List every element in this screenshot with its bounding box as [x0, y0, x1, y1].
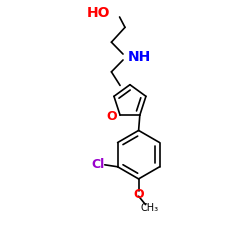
Text: CH₃: CH₃ [140, 203, 158, 213]
Text: NH: NH [128, 50, 151, 64]
Text: O: O [107, 110, 118, 123]
Text: Cl: Cl [91, 158, 104, 170]
Text: HO: HO [87, 6, 111, 20]
Text: O: O [134, 188, 144, 201]
